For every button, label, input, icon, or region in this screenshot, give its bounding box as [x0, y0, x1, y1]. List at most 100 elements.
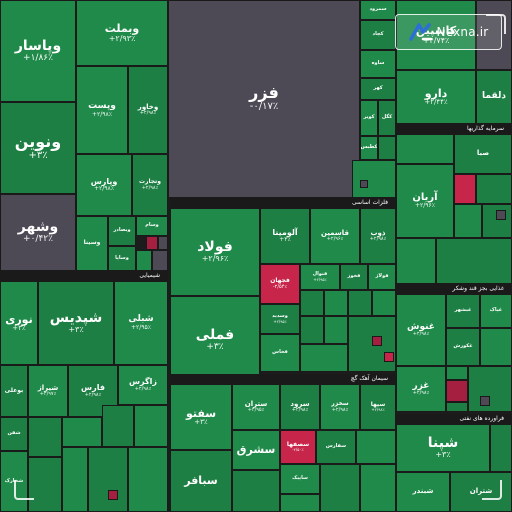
tile-small-red[interactable] [446, 380, 468, 402]
tile-sabijar[interactable]: سبافر [170, 450, 232, 512]
tile-sorood[interactable]: سرود +۲/۹۸٪ [280, 384, 320, 430]
tile-zagros[interactable]: زاگرس +۲/۹۸٪ [118, 365, 168, 405]
tile-small[interactable] [28, 417, 62, 457]
tile-daru[interactable]: دارو +۲/۴۴٪ [396, 70, 476, 124]
tile-small[interactable] [232, 470, 280, 512]
tile-shiraz[interactable]: شیراز +۲/۹۷٪ [28, 365, 68, 417]
tile-small[interactable] [136, 250, 152, 271]
tile-vepasar[interactable]: وپاسار +۱/۸۶٪ [0, 0, 76, 102]
tile-ghenosh[interactable]: غنوش +۲/۹۸٪ [396, 294, 446, 366]
tile-small-gray[interactable] [480, 396, 490, 406]
tile-small-red[interactable] [384, 352, 394, 362]
tile-small[interactable] [152, 250, 168, 271]
tile-fars[interactable]: فارس +۲/۹۸٪ [68, 365, 118, 417]
tile-small[interactable] [372, 290, 396, 316]
tile-veparas[interactable]: وپارس +۲/۹۸٪ [76, 154, 132, 216]
tile-shakhras[interactable]: شخارک [0, 451, 28, 512]
tile-small[interactable] [324, 316, 348, 344]
tile-small[interactable] [480, 328, 512, 366]
tile-venovin[interactable]: ونوین +۳٪ [0, 102, 76, 194]
tile-vebsaderat[interactable]: وبصادر [108, 216, 136, 246]
tile-small-group[interactable] [348, 316, 396, 372]
tile-small-red[interactable] [146, 236, 158, 250]
tile-fakhas[interactable]: فخاس [260, 334, 300, 372]
tile-small-group[interactable] [352, 160, 396, 198]
tile-kegol[interactable]: کگل [378, 100, 396, 136]
tile-sapiik[interactable]: ساپیک [280, 464, 320, 494]
tile-arian[interactable]: آریان +۲/۹۶٪ [396, 164, 454, 238]
tile-kaghz[interactable]: کطبس [360, 136, 378, 160]
tile-nouri[interactable]: نوری +۳٪ [0, 281, 38, 365]
tile-siha[interactable]: سیها +۲/۹۸٪ [360, 384, 396, 430]
tile-small[interactable] [476, 174, 512, 204]
tile-shabandar[interactable]: شبندر [396, 472, 450, 512]
tile-shetran[interactable]: شتران [450, 472, 512, 512]
tile-small[interactable] [378, 136, 396, 160]
tile-small-group[interactable] [88, 447, 128, 512]
tile-bouali[interactable]: بوعلی [0, 365, 28, 417]
tile-semrod[interactable]: سمرود [360, 0, 396, 20]
tile-fajahan[interactable]: فجهان -۲/۵۴٪ [260, 264, 300, 304]
tile-small[interactable] [356, 430, 396, 464]
tile-ghpak[interactable]: غپاک [480, 294, 512, 328]
tile-small[interactable] [446, 366, 468, 380]
tile-small[interactable] [62, 447, 88, 512]
tile-fameli[interactable]: فملی +۳٪ [170, 296, 260, 384]
tile-small-gray[interactable] [360, 180, 368, 188]
tile-vetejarat[interactable]: وتجارت +۲/۹۸٪ [132, 154, 168, 216]
tile-small-group[interactable] [360, 464, 396, 512]
tile-small[interactable] [62, 417, 102, 447]
tile-setaran[interactable]: ستران +۲/۹۵٪ [232, 384, 280, 430]
tile-small-gray[interactable] [158, 236, 168, 250]
tile-small[interactable] [396, 238, 436, 284]
tile-kaviir[interactable]: کویر [360, 100, 378, 136]
tile-vesapa[interactable]: وساپا [108, 246, 136, 271]
tile-foulad[interactable]: فولاد +۲/۹۶٪ [170, 208, 260, 296]
tile-small-group[interactable] [468, 366, 512, 412]
tile-small[interactable] [280, 494, 320, 512]
tile-small[interactable] [324, 290, 348, 316]
tile-ghezar[interactable]: غزر +۲/۹۸٪ [396, 366, 446, 412]
tile-fasmin[interactable]: قاسمین +۲/۹۶٪ [310, 208, 360, 264]
tile-kasi[interactable]: کاسپین +۴/۷۴٪ [396, 0, 476, 70]
tile-kachad[interactable]: کچاد [360, 20, 396, 50]
tile-folaj[interactable]: فولاژ [368, 264, 396, 290]
tile-small[interactable] [300, 290, 324, 316]
tile-vesadid[interactable]: وسدید +۲/۹۵٪ [260, 304, 300, 334]
tile-small[interactable] [300, 344, 348, 372]
tile-sakhzar[interactable]: سخزر +۲/۹۸٪ [320, 384, 360, 430]
tile-ghebshahr[interactable]: غبشهر [446, 294, 480, 328]
tile-small[interactable] [28, 457, 62, 512]
tile-small[interactable] [102, 405, 134, 447]
tile-saftoo[interactable]: سفتو +۳٪ [170, 384, 232, 450]
tile-small[interactable] [134, 405, 168, 447]
tile-veshahr[interactable]: وشهر +۰/۴۲٪ [0, 194, 76, 271]
tile-sesofa[interactable]: سصفها -۲/۵۰٪ [280, 430, 316, 464]
tile-small[interactable] [396, 134, 454, 164]
tile-shfan[interactable]: شفن [0, 417, 28, 451]
tile-vesamam[interactable]: وسام [136, 216, 168, 236]
tile-small-red[interactable] [372, 336, 382, 346]
tile-sefars[interactable]: سفارس [316, 430, 356, 464]
tile-kahoor[interactable]: کهر [360, 78, 396, 100]
tile-aluminium[interactable]: آلومینا +۳٪ [260, 208, 310, 264]
tile-small-red[interactable] [108, 490, 118, 500]
tile-small[interactable] [300, 316, 324, 344]
tile-saba[interactable]: صبا [454, 134, 512, 174]
tile-sharagh[interactable]: سشرق [232, 430, 280, 470]
tile-vesina[interactable]: وسینا [76, 216, 108, 271]
tile-ghekourosh[interactable]: غکورش [446, 328, 480, 366]
tile-small-gray[interactable] [496, 210, 506, 220]
tile-vebmelat[interactable]: وبملت +۲/۹۳٪ [76, 0, 168, 66]
tile-small[interactable] [348, 290, 372, 316]
tile-small-group[interactable] [436, 238, 512, 284]
tile-small[interactable] [454, 204, 482, 238]
tile-vekhavar[interactable]: وخاور +۲/۹۸٪ [128, 66, 168, 154]
tile-small[interactable] [490, 424, 512, 472]
tile-dalqma[interactable]: دلقما [476, 70, 512, 124]
tile-vepost[interactable]: وپست +۲/۹۸٪ [76, 66, 128, 154]
tile-fenvol[interactable]: فنوال +۲/۹۵٪ [300, 264, 340, 290]
tile-semrod2[interactable]: ساوه [360, 50, 396, 78]
tile-small[interactable] [446, 402, 468, 412]
tile-zob[interactable]: ذوب +۲/۹۸٪ [360, 208, 396, 264]
